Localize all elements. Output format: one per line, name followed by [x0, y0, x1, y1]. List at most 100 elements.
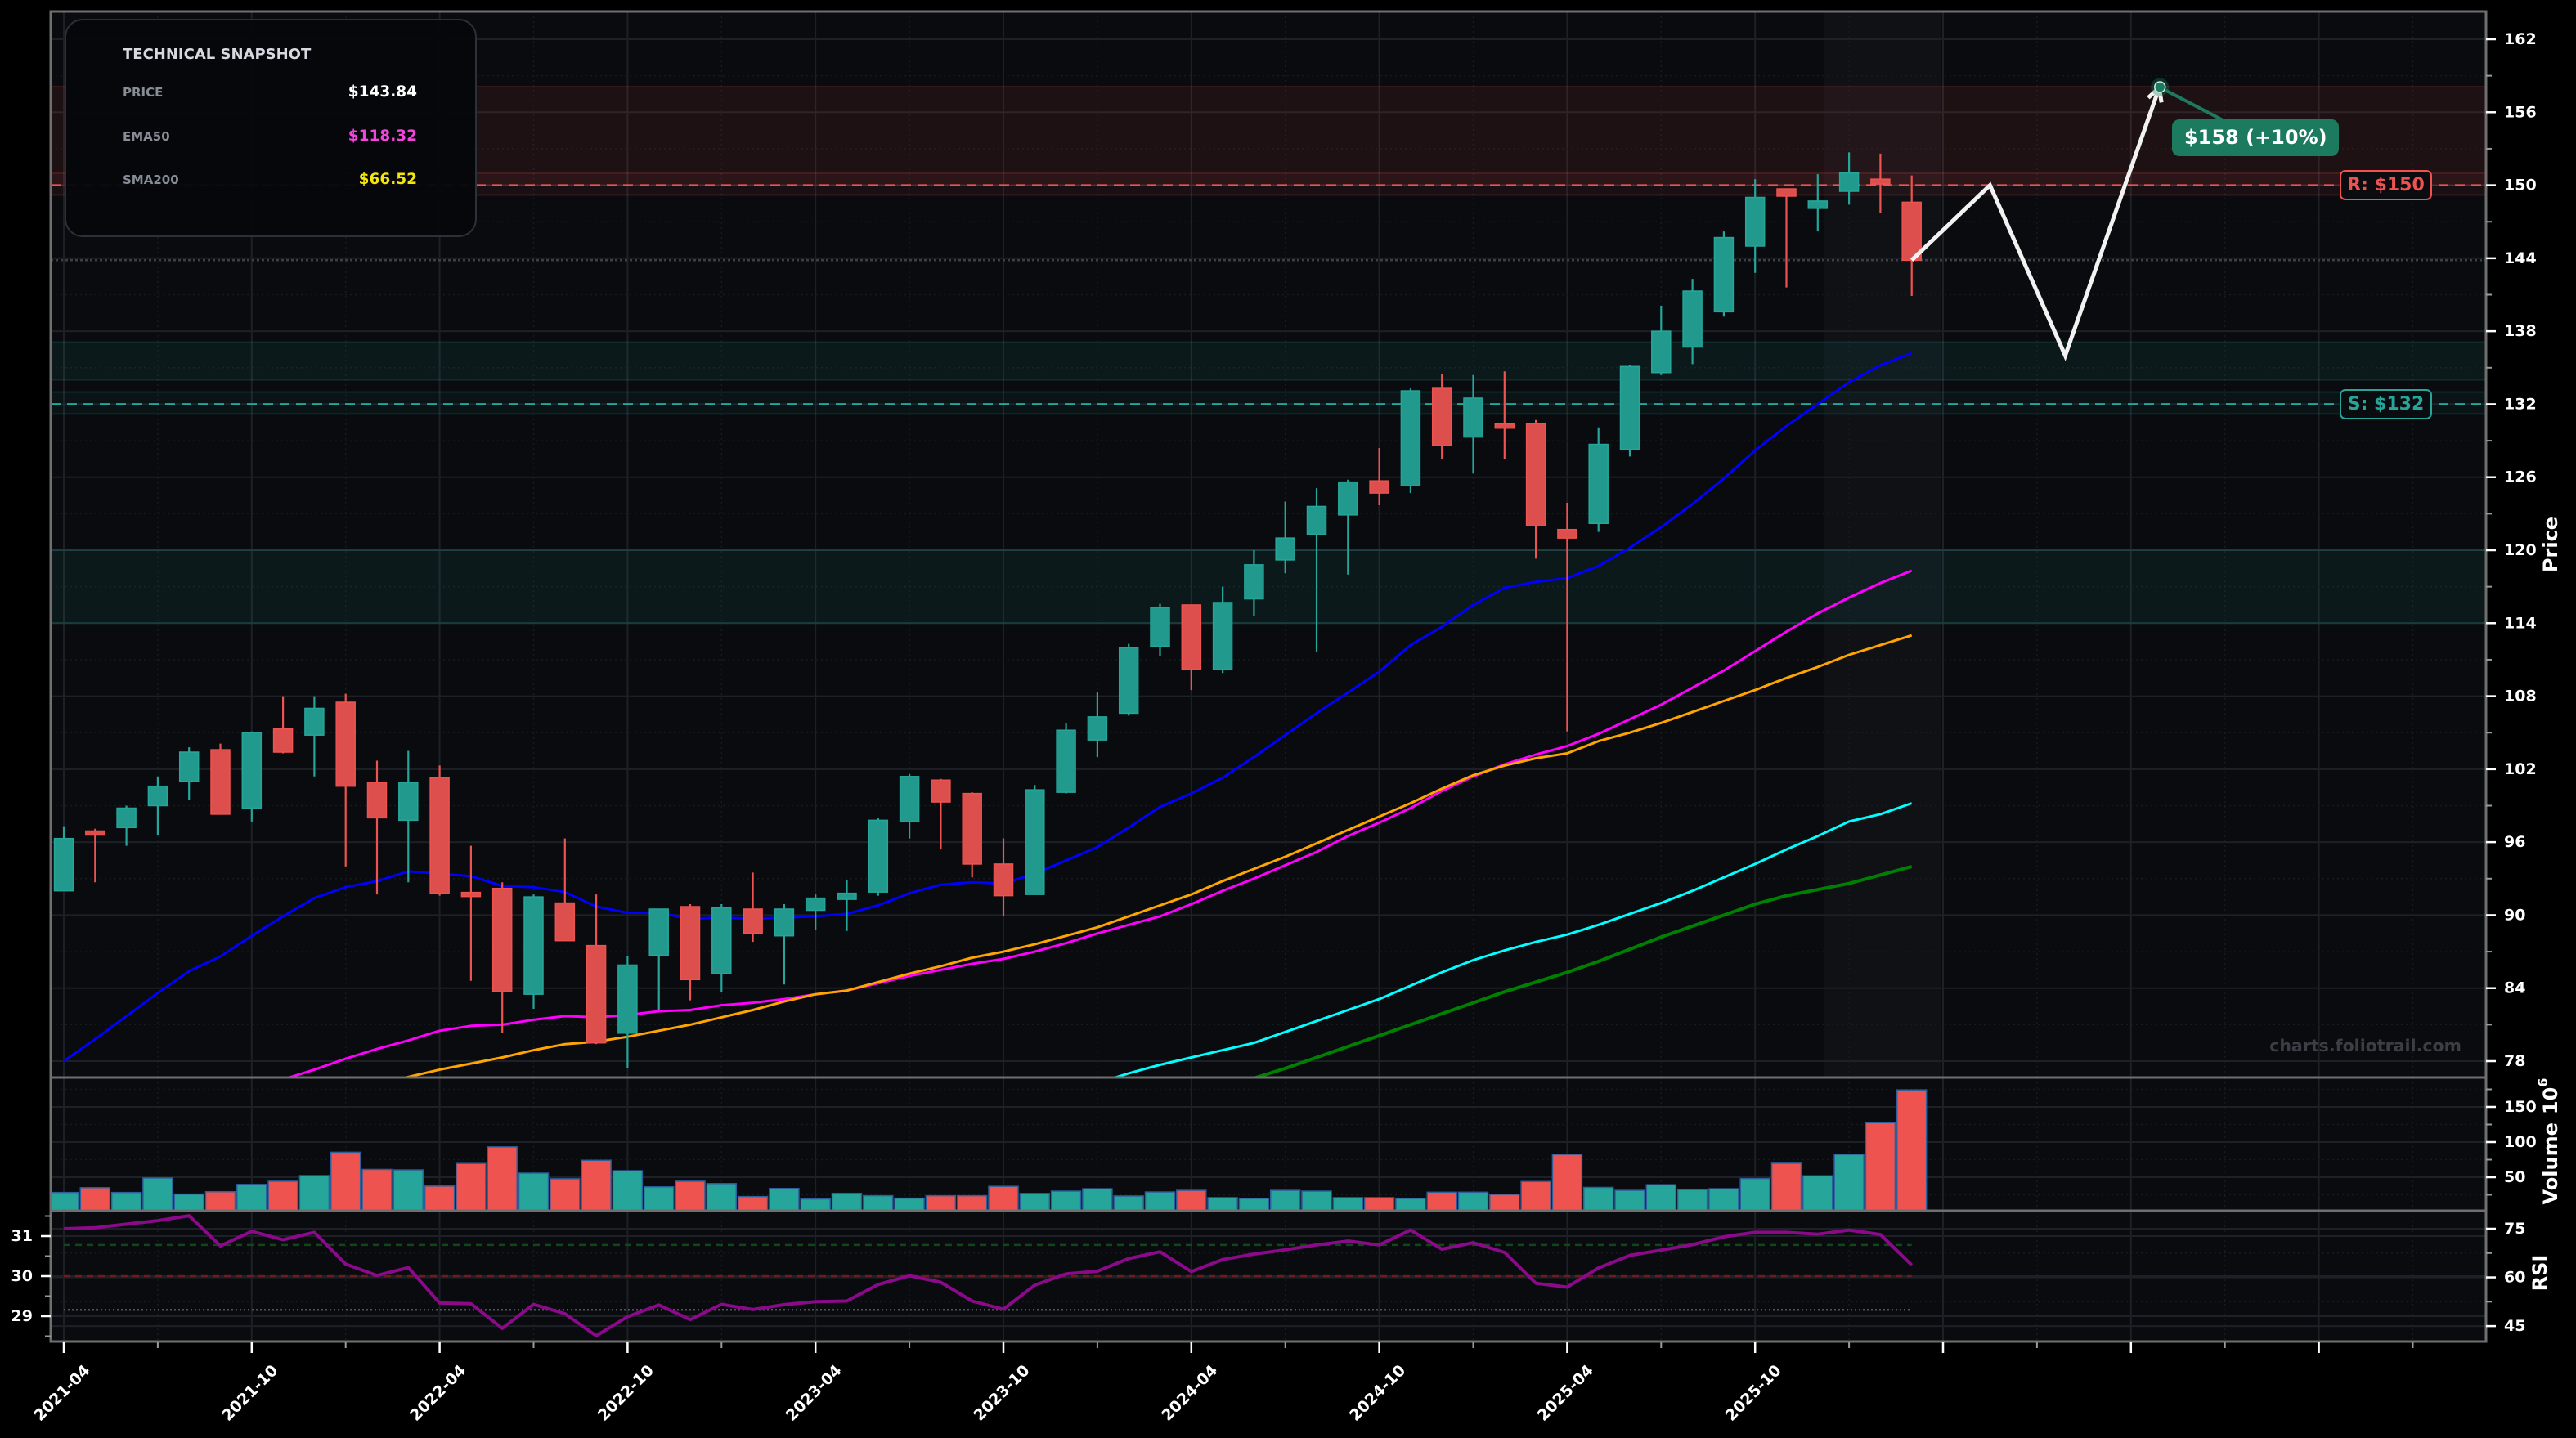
rsi-line	[63, 1214, 1914, 1337]
candle-body	[1494, 423, 1515, 429]
price-axis-tick-label: 90	[2504, 906, 2525, 924]
volume-bar	[1019, 1193, 1051, 1211]
candle-body	[1588, 443, 1609, 525]
rsi-axis-title: RSI	[2529, 1255, 2551, 1292]
volume-bar	[800, 1198, 831, 1211]
candle-body	[1776, 188, 1797, 197]
candle	[241, 731, 263, 822]
x-tick-label: 2022-10	[595, 1361, 657, 1424]
candle	[1025, 785, 1045, 895]
candle-body	[1275, 537, 1295, 561]
candle-body	[617, 964, 638, 1034]
candle	[1776, 188, 1797, 288]
candle-body	[711, 907, 732, 974]
candle-body	[53, 837, 74, 892]
candle-body	[1682, 290, 1703, 348]
candle	[1150, 603, 1170, 656]
moving-average-line	[1111, 802, 1913, 1077]
volume-bar	[1332, 1197, 1364, 1211]
candle-body	[335, 701, 356, 787]
candle	[429, 765, 450, 896]
volume-axis-tick-label: 50	[2504, 1168, 2525, 1186]
candle	[1588, 427, 1609, 532]
candle	[1400, 388, 1421, 494]
technical-snapshot-panel: TECHNICAL SNAPSHOT PRICE $143.84 EMA50 $…	[65, 19, 477, 237]
candle-body	[1244, 564, 1264, 600]
price-axis-tick-label: 114	[2504, 614, 2537, 632]
price-axis-tick-label: 150	[2504, 177, 2537, 195]
volume-bar	[1551, 1154, 1583, 1211]
volume-bar	[1363, 1197, 1395, 1211]
candle-body	[962, 792, 982, 865]
volume-bar	[424, 1185, 456, 1211]
volume-bar	[1238, 1198, 1270, 1211]
rsi-axis-tick-label: 45	[2504, 1317, 2525, 1335]
volume-bar	[769, 1188, 800, 1211]
candle-body	[491, 887, 513, 992]
volume-axis-title: Volume 106	[2535, 1078, 2563, 1205]
candle	[1713, 231, 1735, 317]
volume-bar	[1896, 1089, 1928, 1211]
volume-bar	[267, 1180, 298, 1211]
candle	[53, 826, 74, 892]
candle-body	[805, 897, 826, 912]
x-tick-label: 2025-04	[1534, 1361, 1597, 1424]
candle	[837, 880, 857, 931]
candle	[1901, 175, 1922, 296]
snapshot-row-price: PRICE $143.84	[123, 80, 417, 105]
price-axis-tick-label: 108	[2504, 688, 2537, 706]
volume-pane	[51, 1089, 1928, 1211]
candle	[85, 828, 105, 883]
x-axis: 2021-04 2021-10 2022-04 2022-10 2023-04 2023-…	[30, 1342, 2414, 1425]
candle-body	[523, 896, 544, 995]
volume-bar	[1144, 1191, 1176, 1211]
candle	[617, 956, 638, 1068]
resistance-label: R: $150	[2340, 170, 2432, 201]
volume-bar	[1708, 1188, 1739, 1211]
candle-body	[1901, 201, 1922, 261]
candle-body	[1087, 716, 1108, 741]
candle-body	[1619, 365, 1640, 450]
volume-bar	[1207, 1197, 1238, 1211]
rsi-left-tick-label: 29	[11, 1307, 33, 1325]
volume-bar	[110, 1191, 142, 1211]
rsi-pane	[63, 1214, 1914, 1337]
volume-bar	[1802, 1175, 1833, 1211]
snapshot-value-sma200: $66.52	[358, 171, 417, 188]
volume-bar	[1395, 1198, 1426, 1211]
volume-bar	[925, 1194, 957, 1211]
candle	[805, 894, 826, 930]
candle-body	[1431, 387, 1452, 446]
volume-bar	[298, 1175, 330, 1211]
volume-bar	[1301, 1190, 1332, 1211]
candle	[460, 845, 482, 981]
volume-bar	[1833, 1154, 1865, 1211]
candle-body	[931, 779, 951, 803]
target-leader-line	[2165, 88, 2224, 122]
candle-body	[680, 906, 701, 981]
support-zone-lower	[51, 550, 2486, 624]
price-axis-tick-label: 144	[2504, 249, 2537, 267]
x-tick-label: 2025-10	[1722, 1361, 1785, 1424]
candle-body	[1118, 647, 1139, 715]
candle	[491, 882, 513, 1033]
candle	[1244, 550, 1264, 616]
volume-bar	[1082, 1188, 1113, 1211]
volume-bar	[1770, 1162, 1802, 1211]
x-tick-label: 2024-10	[1346, 1361, 1409, 1424]
price-axis-tick-label: 162	[2504, 30, 2537, 48]
volume-bar	[643, 1186, 675, 1211]
candle	[1557, 502, 1577, 732]
volume-bar	[173, 1193, 204, 1211]
candle	[1431, 374, 1452, 459]
volume-bar	[142, 1177, 173, 1211]
candle	[554, 838, 576, 942]
candle-body	[837, 892, 857, 900]
candle-body	[147, 785, 168, 807]
candle	[1807, 174, 1829, 232]
moving-average-line	[63, 352, 1913, 1063]
pane-backgrounds	[51, 11, 2486, 1342]
candle-body	[398, 782, 419, 822]
candle	[1651, 305, 1672, 375]
